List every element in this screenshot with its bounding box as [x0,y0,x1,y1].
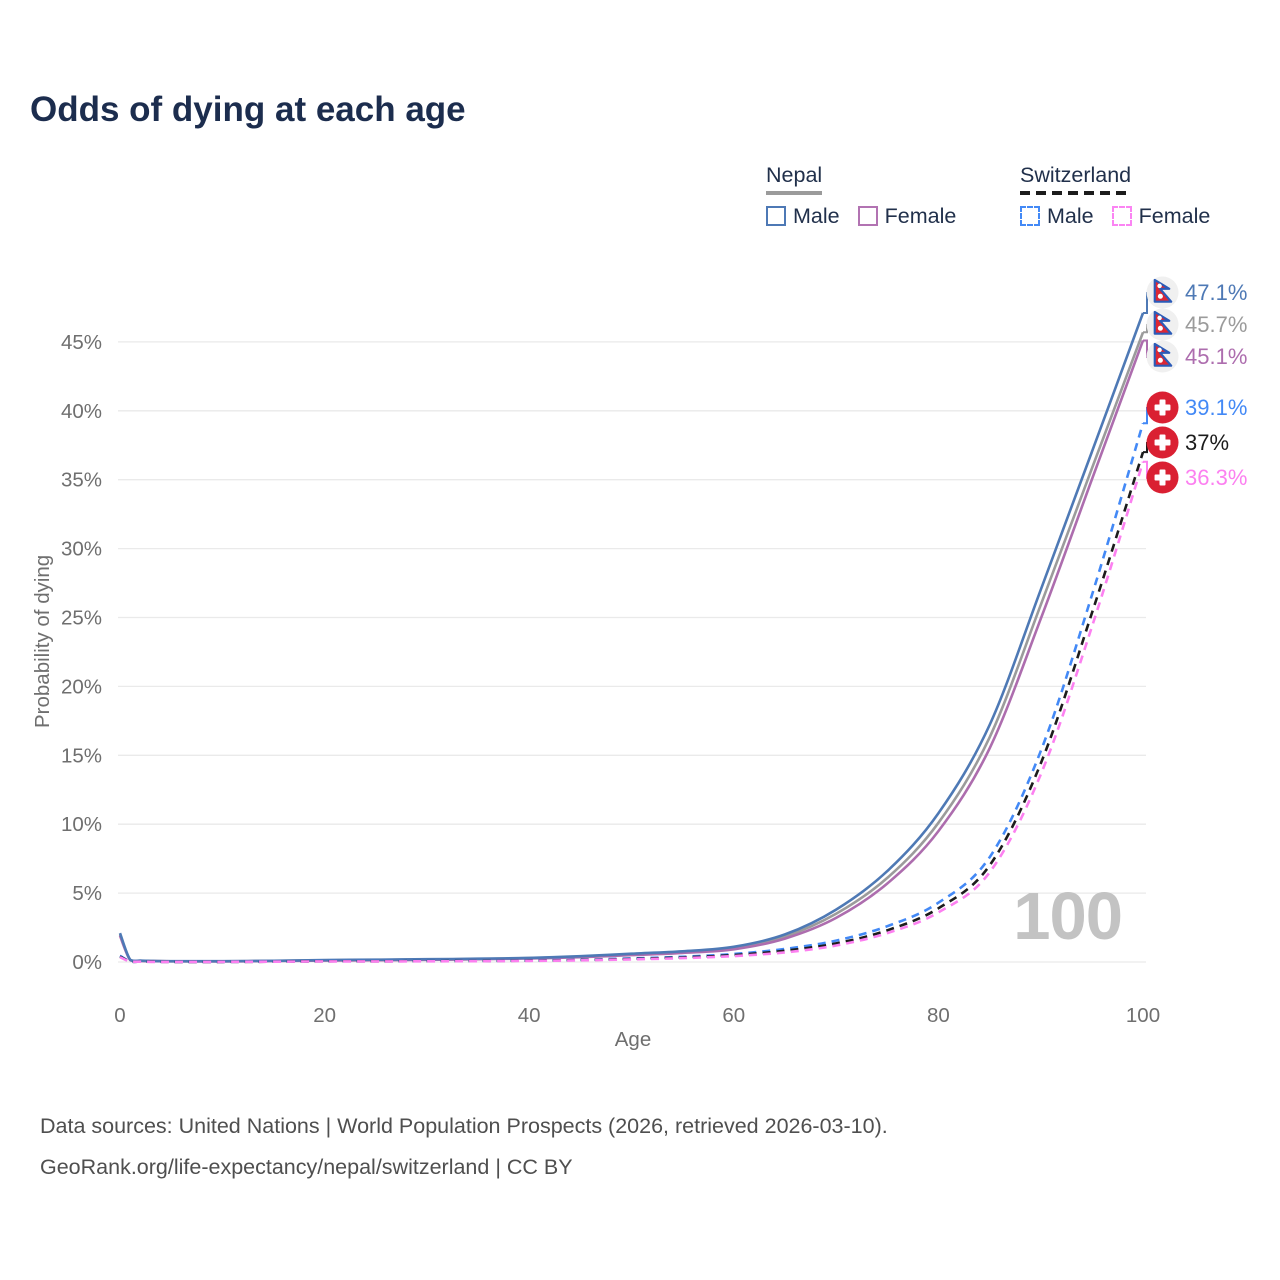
switzerland-male-swatch [1020,206,1040,227]
end-label-value: 45.1% [1185,343,1248,369]
footer-attribution: GeoRank.org/life-expectancy/nepal/switze… [40,1154,573,1179]
nepal-flag-icon [1146,308,1179,341]
legend-country-label: Nepal [766,163,823,187]
end-label-value: 37% [1185,429,1230,455]
nepal-female-swatch [857,206,878,227]
legend-item-label: Female [884,203,957,228]
footer: Data sources: United Nations | World Pop… [40,1106,888,1188]
legend-group-switzerland: Switzerland Male Female [1020,163,1210,229]
x-tick-label: 100 [1126,1004,1160,1027]
x-axis-title: Age [614,1028,652,1051]
legend-item-label: Female [1138,203,1211,228]
end-label-swiss-all: 37% [1146,426,1229,459]
nepal-line-sample [766,190,823,195]
legend-group-nepal: Nepal Male Female [766,163,956,229]
y-tick-label: 40% [61,400,102,423]
y-tick-label: 25% [61,607,102,630]
legend-item-nepal-female[interactable]: Female [857,203,957,229]
end-label-nepal-all: 45.7% [1146,308,1247,341]
x-tick-label: 60 [722,1004,745,1027]
legend-item-switzerland-male[interactable]: Male [1020,204,1094,229]
switzerland-line-sample [1020,190,1132,195]
x-tick-label: 0 [114,1004,125,1027]
end-label-nepal-female: 45.1% [1146,340,1247,373]
y-tick-label: 15% [61,744,102,767]
end-label-value: 45.7% [1185,311,1248,337]
y-tick-label: 5% [72,882,102,905]
nepal-flag-icon [1146,276,1179,309]
x-tick-label: 80 [927,1004,950,1027]
switzerland-flag-icon [1146,426,1179,459]
switzerland-female-swatch [1111,206,1132,227]
x-tick-label: 20 [313,1004,336,1027]
nepal-flag-icon [1146,340,1179,373]
series-line-swiss-all [119,451,1145,964]
end-label-value: 36.3% [1185,464,1248,490]
legend-country-nepal[interactable]: Nepal [766,163,823,195]
end-label-nepal-male: 47.1% [1146,276,1247,309]
legend-item-label: Male [1047,203,1094,228]
nepal-male-swatch [766,206,786,227]
legend-item-nepal-male[interactable]: Male [766,204,840,229]
switzerland-flag-icon [1146,461,1179,494]
y-tick-label: 35% [61,469,102,492]
series-line-swiss-female [119,461,1145,964]
page-title: Odds of dying at each age [30,90,466,129]
hovered-age-watermark: 100 [1013,879,1123,954]
y-tick-label: 20% [61,675,102,698]
y-tick-label: 45% [61,331,102,354]
legend-country-label: Switzerland [1020,163,1132,187]
end-label-value: 39.1% [1185,394,1248,420]
footer-data-sources: Data sources: United Nations | World Pop… [40,1114,888,1138]
legend-item-switzerland-female[interactable]: Female [1111,203,1211,229]
switzerland-flag-icon [1146,391,1179,424]
series-line-swiss-male [119,422,1145,964]
series-line-nepal-female [118,340,1145,963]
legend-item-label: Male [793,203,840,228]
end-label-swiss-male: 39.1% [1146,391,1247,424]
end-label-value: 47.1% [1185,279,1248,305]
series-line-nepal-all [118,331,1145,963]
y-axis-title: Probability of dying [31,554,54,728]
y-tick-label: 30% [61,538,102,561]
legend-country-switzerland[interactable]: Switzerland [1020,163,1132,195]
x-tick-label: 40 [518,1004,541,1027]
y-tick-label: 10% [61,813,102,836]
y-tick-label: 0% [72,951,102,974]
end-label-swiss-female: 36.3% [1146,461,1247,494]
